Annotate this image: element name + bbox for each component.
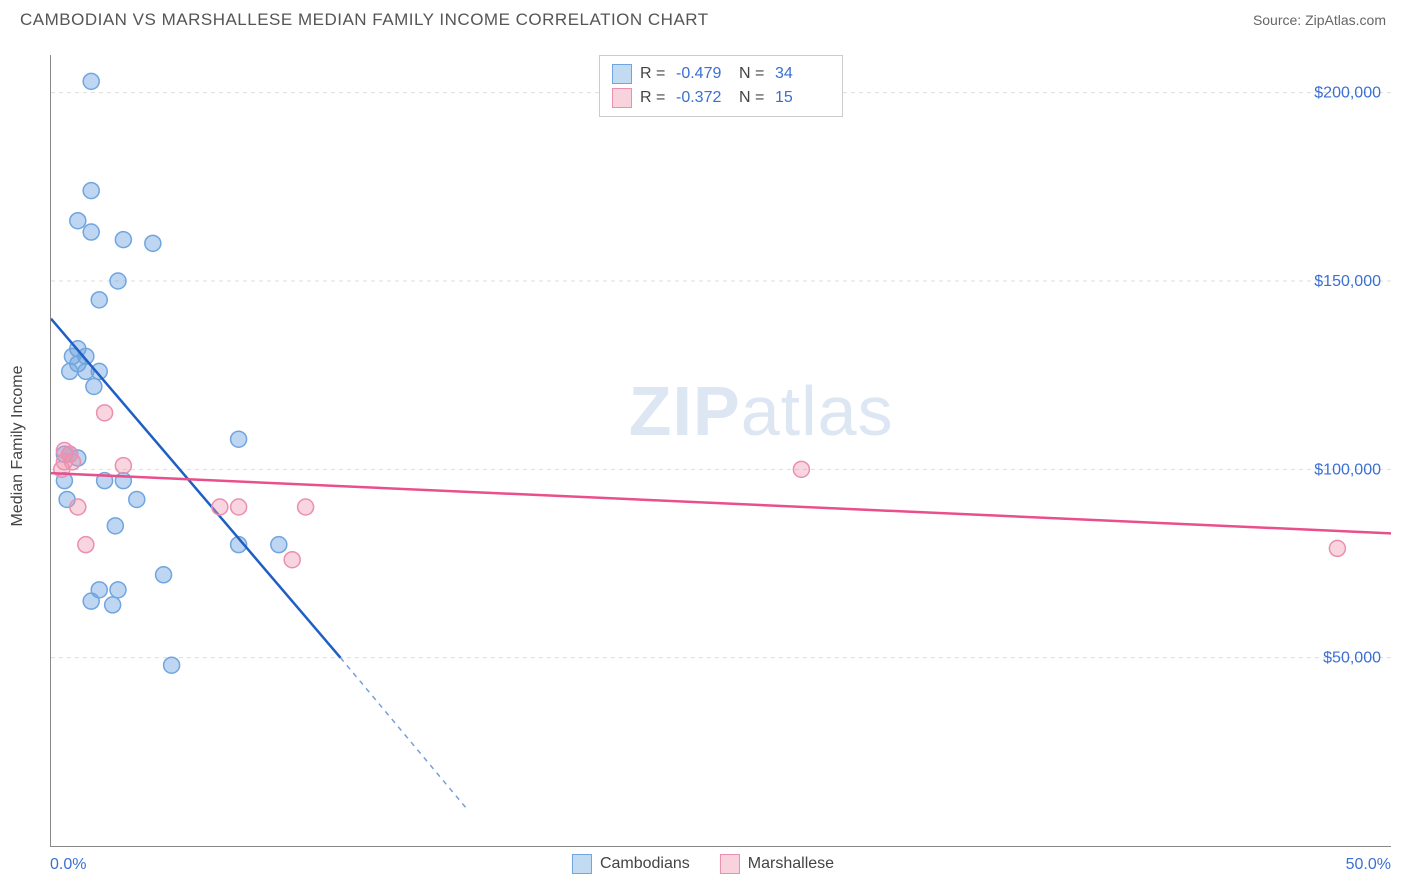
svg-text:$100,000: $100,000 <box>1314 461 1381 478</box>
legend-series: Cambodians Marshallese <box>572 854 834 874</box>
legend-row-marshallese: R = -0.372 N = 15 <box>612 86 830 110</box>
svg-text:$50,000: $50,000 <box>1323 650 1381 667</box>
x-axis-min-label: 0.0% <box>50 856 86 874</box>
svg-text:$200,000: $200,000 <box>1314 85 1381 102</box>
swatch-cambodians <box>612 64 632 84</box>
swatch-cambodians-icon <box>572 854 592 874</box>
legend-correlation-stats: R = -0.479 N = 34 R = -0.372 N = 15 <box>599 55 843 117</box>
legend-item-marshallese: Marshallese <box>720 854 834 874</box>
source-attribution: Source: ZipAtlas.com <box>1253 12 1386 28</box>
legend-item-cambodians: Cambodians <box>572 854 690 874</box>
legend-row-cambodians: R = -0.479 N = 34 <box>612 62 830 86</box>
y-axis-title: Median Family Income <box>9 366 27 527</box>
chart-plot-area: ZIPatlas R = -0.479 N = 34 R = -0.372 N … <box>50 55 1391 847</box>
chart-title: CAMBODIAN VS MARSHALLESE MEDIAN FAMILY I… <box>20 10 709 30</box>
swatch-marshallese <box>612 88 632 108</box>
x-axis-max-label: 50.0% <box>1346 856 1391 874</box>
swatch-marshallese-icon <box>720 854 740 874</box>
svg-text:$150,000: $150,000 <box>1314 273 1381 290</box>
scatter-plot-svg: $50,000 $100,000 $150,000 $200,000 <box>51 55 1391 846</box>
